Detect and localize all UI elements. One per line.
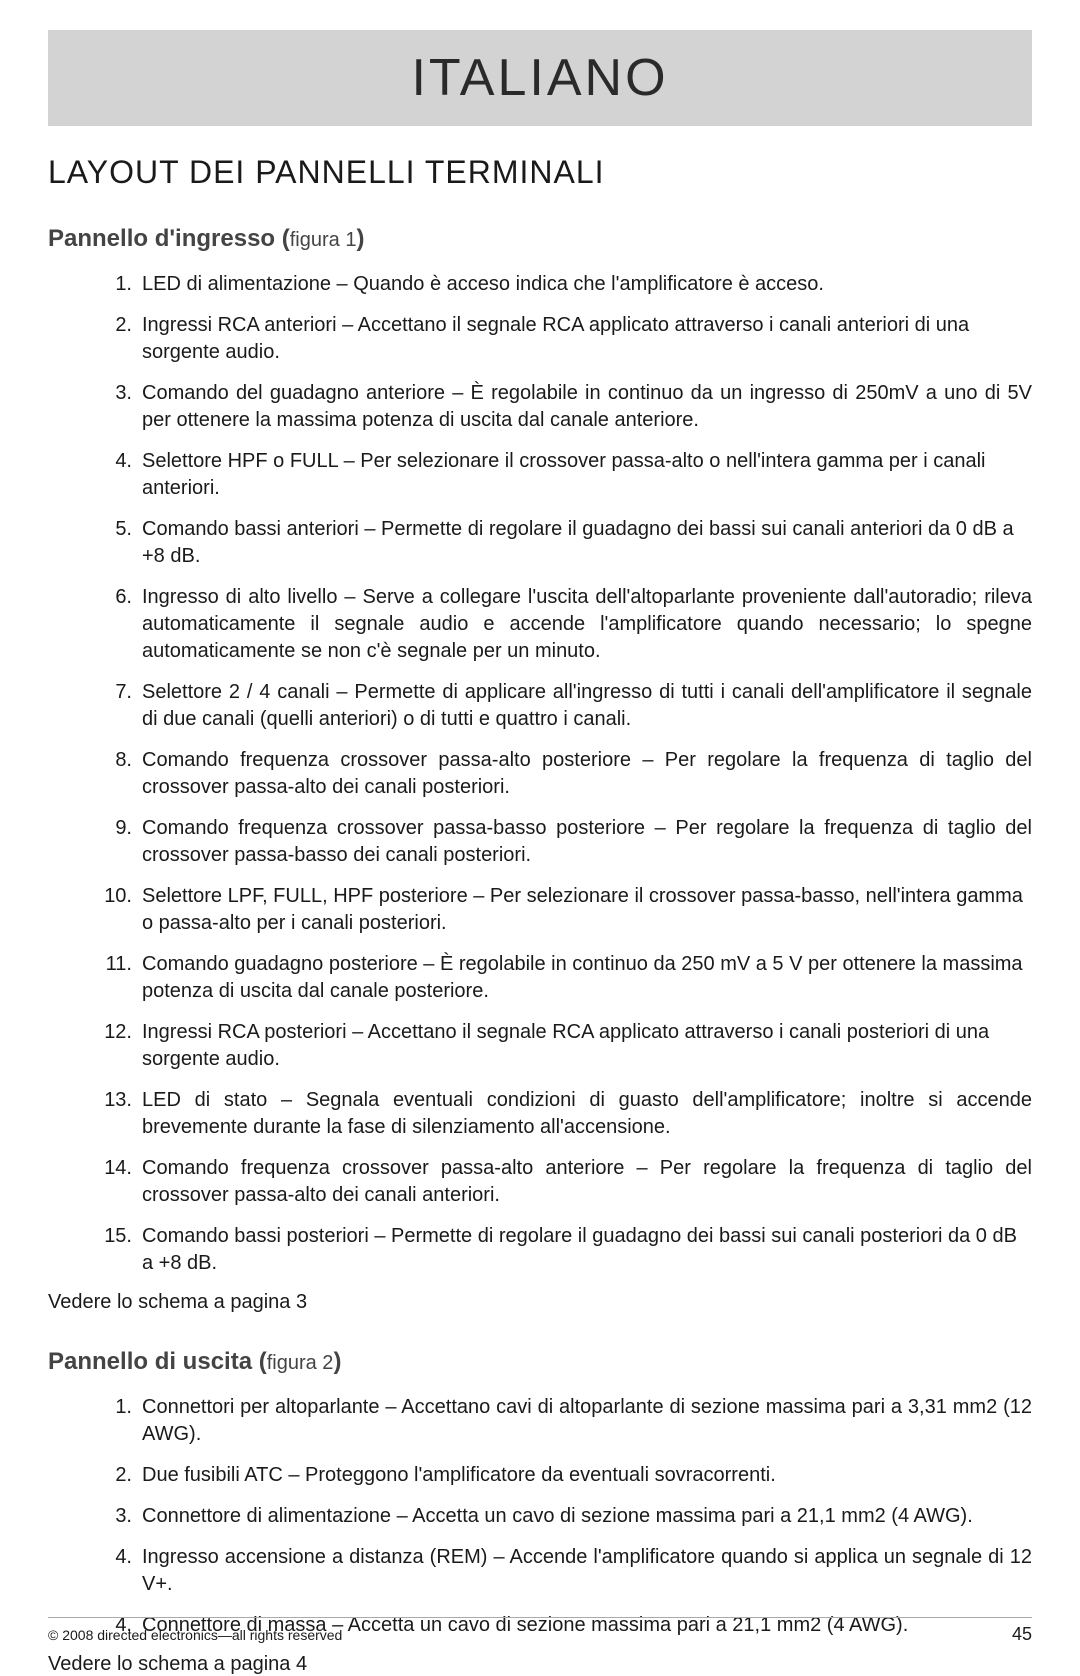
list-item-text: LED di alimentazione – Quando è acceso i… bbox=[142, 273, 824, 295]
schema-ref-2: Vedere lo schema a pagina 4 bbox=[48, 1653, 1032, 1676]
list-item-number: 3. bbox=[96, 380, 132, 407]
list-item-number: 3. bbox=[96, 1503, 132, 1530]
list-item-text: Ingressi RCA posteriori – Accettano il s… bbox=[142, 1021, 989, 1070]
list-item: 14. Comando frequenza crossover passa-alt… bbox=[96, 1155, 1032, 1209]
list-item-number: 10. bbox=[96, 883, 132, 910]
list-item-number: 12. bbox=[96, 1019, 132, 1046]
list-item-text: Connettore di alimentazione – Accetta un… bbox=[142, 1505, 973, 1527]
list-item-text: Comando del guadagno anteriore – È regol… bbox=[142, 382, 1032, 431]
list-item-number: 4. bbox=[96, 1544, 132, 1571]
list-item-number: 8. bbox=[96, 747, 132, 774]
list-item-number: 9. bbox=[96, 815, 132, 842]
sub2-title-bold: Pannello di uscita ( bbox=[48, 1348, 267, 1375]
list-item: 2. Ingressi RCA anteriori – Accettano il … bbox=[96, 312, 1032, 366]
list-item: 1. LED di alimentazione – Quando è acceso… bbox=[96, 271, 1032, 298]
list-item-text: Comando bassi anteriori – Permette di re… bbox=[142, 518, 1014, 567]
sub2-title-close: ) bbox=[333, 1348, 341, 1375]
sub1-title-bold: Pannello d'ingresso ( bbox=[48, 225, 290, 252]
section-title: LAYOUT DEI PANNELLI TERMINALI bbox=[48, 154, 1032, 191]
list-item-text: Ingressi RCA anteriori – Accettano il se… bbox=[142, 314, 969, 363]
footer: © 2008 directed electronics—all rights r… bbox=[48, 1617, 1032, 1645]
list-item-text: Comando frequenza crossover passa-basso … bbox=[142, 817, 1032, 866]
output-panel-list: 1. Connettori per altoparlante – Accetta… bbox=[96, 1394, 1032, 1639]
list-item: 13. LED di stato – Segnala eventuali cond… bbox=[96, 1087, 1032, 1141]
list-item: 3. Comando del guadagno anteriore – È re… bbox=[96, 380, 1032, 434]
list-item-text: Connettori per altoparlante – Accettano … bbox=[142, 1396, 1032, 1445]
input-panel-list: 1. LED di alimentazione – Quando è acceso… bbox=[96, 271, 1032, 1277]
list-item-number: 1. bbox=[96, 271, 132, 298]
list-item: 5. Comando bassi anteriori – Permette di … bbox=[96, 516, 1032, 570]
list-item: 8. Comando frequenza crossover passa-alto… bbox=[96, 747, 1032, 801]
list-item-number: 2. bbox=[96, 1462, 132, 1489]
list-item: 6. Ingresso di alto livello – Serve a col… bbox=[96, 584, 1032, 665]
schema-ref-1: Vedere lo schema a pagina 3 bbox=[48, 1291, 1032, 1314]
list-item: 15. Comando bassi posteriori – Permette d… bbox=[96, 1223, 1032, 1277]
list-item-text: Comando frequenza crossover passa-alto p… bbox=[142, 749, 1032, 798]
list-item-number: 13. bbox=[96, 1087, 132, 1114]
list-item: 4. Ingresso accensione a distanza (REM) –… bbox=[96, 1544, 1032, 1598]
list-item-number: 2. bbox=[96, 312, 132, 339]
list-item-number: 7. bbox=[96, 679, 132, 706]
list-item: 7. Selettore 2 / 4 canali – Permette di a… bbox=[96, 679, 1032, 733]
list-item: 12. Ingressi RCA posteriori – Accettano i… bbox=[96, 1019, 1032, 1073]
list-item: 4. Selettore HPF o FULL – Per selezionare… bbox=[96, 448, 1032, 502]
banner-title: ITALIANO bbox=[48, 48, 1032, 108]
sub1-fig-ref: figura 1 bbox=[290, 229, 357, 251]
list-item-text: Comando bassi posteriori – Permette di r… bbox=[142, 1225, 1017, 1274]
list-item-number: 14. bbox=[96, 1155, 132, 1182]
list-item: 9. Comando frequenza crossover passa-bass… bbox=[96, 815, 1032, 869]
list-item: 1. Connettori per altoparlante – Accetta… bbox=[96, 1394, 1032, 1448]
list-item-number: 4. bbox=[96, 448, 132, 475]
list-item-number: 15. bbox=[96, 1223, 132, 1250]
list-item-text: Ingresso di alto livello – Serve a colle… bbox=[142, 586, 1032, 662]
sub1-title-close: ) bbox=[356, 225, 364, 252]
list-item: 2. Due fusibili ATC – Proteggono l'amplif… bbox=[96, 1462, 1032, 1489]
list-item-text: Selettore 2 / 4 canali – Permette di app… bbox=[142, 681, 1032, 730]
language-banner: ITALIANO bbox=[48, 30, 1032, 126]
list-item-text: Due fusibili ATC – Proteggono l'amplific… bbox=[142, 1464, 776, 1486]
list-item-text: Ingresso accensione a distanza (REM) – A… bbox=[142, 1546, 1032, 1595]
sub2-fig-ref: figura 2 bbox=[267, 1352, 334, 1374]
list-item-text: Comando frequenza crossover passa-alto a… bbox=[142, 1157, 1032, 1206]
list-item-number: 5. bbox=[96, 516, 132, 543]
list-item: 3. Connettore di alimentazione – Accetta … bbox=[96, 1503, 1032, 1530]
list-item-number: 1. bbox=[96, 1394, 132, 1421]
list-item-text: Comando guadagno posteriore – È regolabi… bbox=[142, 953, 1023, 1002]
copyright-text: © 2008 directed electronics—all rights r… bbox=[48, 1627, 342, 1643]
list-item-number: 6. bbox=[96, 584, 132, 611]
list-item-number: 11. bbox=[96, 951, 132, 978]
subsection-output-panel-title: Pannello di uscita (figura 2) bbox=[48, 1348, 1032, 1376]
list-item: 11. Comando guadagno posteriore – È regol… bbox=[96, 951, 1032, 1005]
list-item-text: LED di stato – Segnala eventuali condizi… bbox=[142, 1089, 1032, 1138]
list-item: 10. Selettore LPF, FULL, HPF posteriore –… bbox=[96, 883, 1032, 937]
subsection-input-panel-title: Pannello d'ingresso (figura 1) bbox=[48, 225, 1032, 253]
list-item-text: Selettore LPF, FULL, HPF posteriore – Pe… bbox=[142, 885, 1023, 934]
list-item-text: Selettore HPF o FULL – Per selezionare i… bbox=[142, 450, 985, 499]
page-number: 45 bbox=[1012, 1624, 1032, 1645]
